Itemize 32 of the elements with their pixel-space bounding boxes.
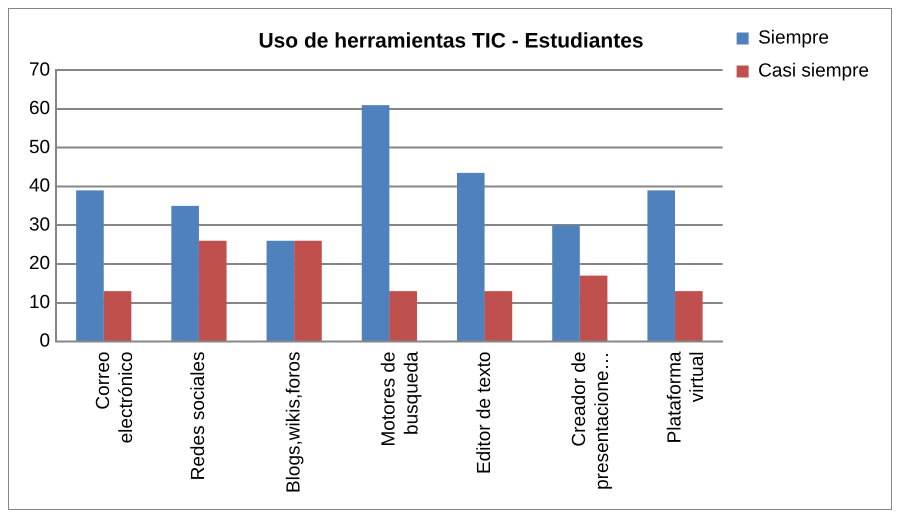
bar (389, 291, 417, 341)
bar (294, 240, 322, 341)
y-tick-label: 10 (28, 292, 50, 313)
bar (456, 172, 485, 341)
y-tick-label: 70 (28, 59, 50, 80)
bar (171, 206, 199, 341)
bar (76, 190, 104, 341)
bar (362, 105, 390, 341)
x-tick-label: Editor de texto (474, 352, 495, 474)
legend-label: Casi siempre (758, 60, 870, 82)
bar (198, 240, 227, 341)
y-tick-label: 30 (28, 214, 50, 236)
bar (266, 240, 294, 341)
bar (104, 291, 132, 341)
x-tick-label: Redes sociales (188, 352, 210, 480)
y-tick-label: 60 (28, 98, 50, 120)
legend-label: Siempre (758, 28, 829, 49)
chart-title: Uso de herramientas TIC - Estudiantes (258, 29, 644, 52)
y-tick-label: 50 (28, 136, 50, 158)
x-tick-label: Motores de busqueda (378, 351, 422, 447)
x-tick-label: Plataforma virtual (664, 351, 708, 444)
bar (580, 276, 608, 341)
y-tick-label: 40 (28, 176, 50, 197)
bar (484, 291, 512, 341)
bar (675, 291, 703, 341)
bar (552, 225, 580, 341)
x-tick-label: Correo electrónico (92, 352, 137, 444)
x-tick-label: Blogs,wikis,foros (283, 352, 304, 494)
bar (647, 190, 676, 341)
y-tick-label: 0 (40, 330, 50, 352)
y-tick-label: 20 (28, 253, 50, 274)
x-tick-label: Creador de presentacione… (569, 352, 613, 490)
